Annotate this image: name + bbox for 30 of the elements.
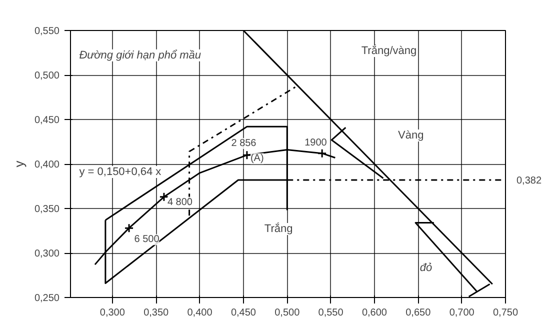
x-tick-label: 0,500	[274, 308, 300, 318]
x-tick-label: 0,350	[144, 308, 170, 318]
annotation: 4 800	[167, 196, 193, 208]
x-tick-label: 0,400	[187, 308, 213, 318]
annotation: Đường giới hạn phổ mầu	[79, 49, 202, 62]
x-tick-label: 0,650	[406, 308, 432, 318]
y-tick-label: 0,550	[34, 26, 60, 37]
x-tick-label: 0,450	[230, 308, 256, 318]
annotation: Trắng	[264, 222, 293, 235]
annotation: đỏ	[420, 262, 432, 274]
annotation: 6 500	[134, 234, 160, 246]
y-tick-label: 0,350	[34, 204, 60, 215]
annotation: y = 0,150+0,64 x	[79, 166, 162, 178]
x-tick-label: 0,750	[492, 308, 518, 318]
y-tick-label: 0,500	[34, 70, 60, 82]
annotation: 1900	[304, 137, 328, 148]
y-tick-label: 0,450	[34, 115, 60, 126]
x-tick-label: 0,300	[100, 308, 126, 318]
annotation: Vàng	[398, 130, 424, 142]
annotation: Trắng/vàng	[361, 44, 417, 57]
y-tick-label: 0,300	[34, 248, 60, 260]
y-tick-label: 0,250	[34, 293, 60, 304]
x-tick-label: 0,700	[449, 308, 475, 318]
x-tick-label: 0,600	[362, 308, 388, 318]
y-axis-title: y	[11, 160, 26, 168]
annotation: (A)	[250, 153, 264, 164]
y-tick-label: 0,400	[34, 160, 60, 170]
x-tick-label: 0,550	[318, 308, 344, 318]
annotation: 0,382	[516, 176, 542, 187]
annotation: 2 856	[231, 138, 257, 150]
